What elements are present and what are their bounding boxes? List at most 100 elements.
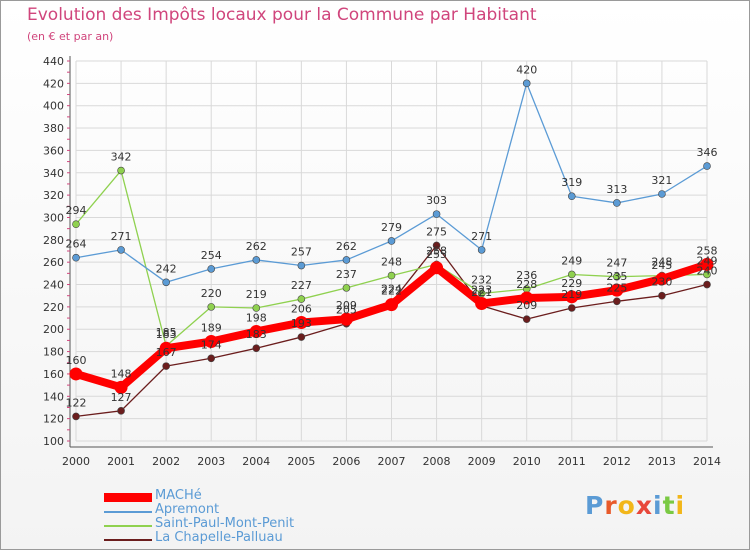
data-point	[252, 304, 261, 312]
data-point	[387, 237, 396, 245]
data-label: 185	[156, 326, 177, 339]
data-point	[252, 344, 261, 353]
data-point	[567, 270, 576, 279]
data-point	[294, 316, 308, 330]
data-label: 242	[156, 262, 177, 275]
data-label: 420	[516, 63, 537, 76]
data-point	[703, 280, 711, 289]
data-label: 205	[336, 304, 357, 317]
data-label: 127	[111, 391, 132, 404]
y-tick-label: 440	[43, 55, 64, 68]
legend-label: La Chapelle-Palluau	[155, 530, 283, 545]
data-label: 271	[471, 230, 492, 243]
data-label: 275	[426, 225, 447, 238]
data-label: 174	[201, 338, 222, 351]
y-tick-label: 320	[43, 189, 64, 202]
chart-title: Evolution des Impôts locaux pour la Comm…	[27, 5, 537, 25]
data-label: 228	[516, 278, 537, 291]
data-point	[297, 261, 306, 270]
y-tick-label: 300	[43, 211, 64, 224]
data-label: 257	[291, 246, 312, 259]
legend-label: Saint-Paul-Mont-Penit	[155, 516, 295, 531]
data-label: 183	[246, 328, 267, 341]
data-label: 160	[66, 354, 87, 367]
data-point	[162, 362, 170, 370]
data-label: 219	[246, 288, 267, 301]
y-tick-label: 120	[43, 413, 64, 426]
data-point	[432, 210, 441, 218]
data-label: 254	[201, 249, 222, 262]
data-point	[159, 341, 173, 355]
data-label: 258	[426, 244, 447, 257]
data-point	[72, 220, 80, 228]
data-point	[522, 315, 531, 323]
data-label: 264	[66, 238, 87, 251]
data-point	[610, 283, 624, 297]
data-label: 122	[66, 396, 87, 409]
data-label: 237	[336, 268, 357, 281]
y-tick-label: 420	[43, 77, 64, 90]
y-tick-label: 360	[43, 144, 64, 157]
data-label: 271	[111, 230, 132, 243]
x-tick-label: 2007	[378, 455, 406, 468]
line-chart: 1001201401601802002202402602803003203403…	[43, 55, 721, 468]
y-tick-label: 340	[43, 167, 64, 180]
data-label: 236	[516, 269, 537, 282]
data-point	[522, 79, 531, 88]
data-label: 219	[561, 288, 582, 301]
data-point	[567, 192, 576, 201]
data-label: 229	[561, 277, 582, 290]
data-point	[162, 278, 170, 287]
x-tick-label: 2011	[558, 455, 586, 468]
data-point	[565, 290, 579, 304]
data-point	[520, 291, 534, 305]
data-label: 248	[651, 256, 672, 269]
data-label: 223	[471, 284, 492, 297]
data-label: 193	[291, 317, 312, 330]
data-point	[342, 284, 351, 292]
x-tick-label: 2003	[197, 455, 225, 468]
y-tick-label: 200	[43, 323, 64, 336]
data-label: 262	[336, 240, 357, 253]
data-point	[658, 190, 666, 198]
data-label: 221	[471, 286, 492, 299]
x-tick-label: 2004	[242, 455, 270, 468]
data-point	[117, 407, 125, 415]
data-point	[658, 291, 666, 300]
data-label: 262	[246, 240, 267, 253]
x-tick-label: 2005	[287, 455, 315, 468]
x-tick-label: 2014	[693, 455, 721, 468]
data-point	[252, 256, 261, 264]
data-label: 232	[471, 273, 492, 286]
y-tick-label: 280	[43, 234, 64, 247]
proxiti-logo: Proxiti	[585, 491, 686, 520]
x-tick-label: 2012	[603, 455, 631, 468]
data-point	[72, 253, 80, 262]
data-point	[342, 256, 351, 264]
y-tick-label: 220	[43, 301, 64, 314]
x-tick-label: 2009	[468, 455, 496, 468]
data-label: 235	[606, 270, 627, 283]
y-tick-label: 380	[43, 122, 64, 135]
legend-swatch	[104, 539, 152, 541]
data-label: 230	[651, 276, 672, 289]
data-label: 222	[381, 285, 402, 298]
y-tick-label: 160	[43, 368, 64, 381]
data-label: 342	[111, 151, 132, 164]
data-point	[297, 333, 306, 341]
data-label: 321	[651, 174, 672, 187]
data-label: 346	[697, 146, 718, 159]
x-tick-label: 2002	[152, 455, 180, 468]
x-tick-label: 2010	[513, 455, 541, 468]
data-point	[249, 324, 263, 338]
data-point	[117, 246, 125, 254]
data-label: 224	[381, 282, 402, 295]
data-point	[69, 367, 83, 381]
x-tick-label: 2013	[648, 455, 676, 468]
legend-swatch	[104, 511, 152, 513]
data-point	[72, 412, 80, 421]
data-label: 247	[606, 257, 627, 270]
data-label: 198	[246, 311, 267, 324]
x-tick-label: 2001	[107, 455, 135, 468]
